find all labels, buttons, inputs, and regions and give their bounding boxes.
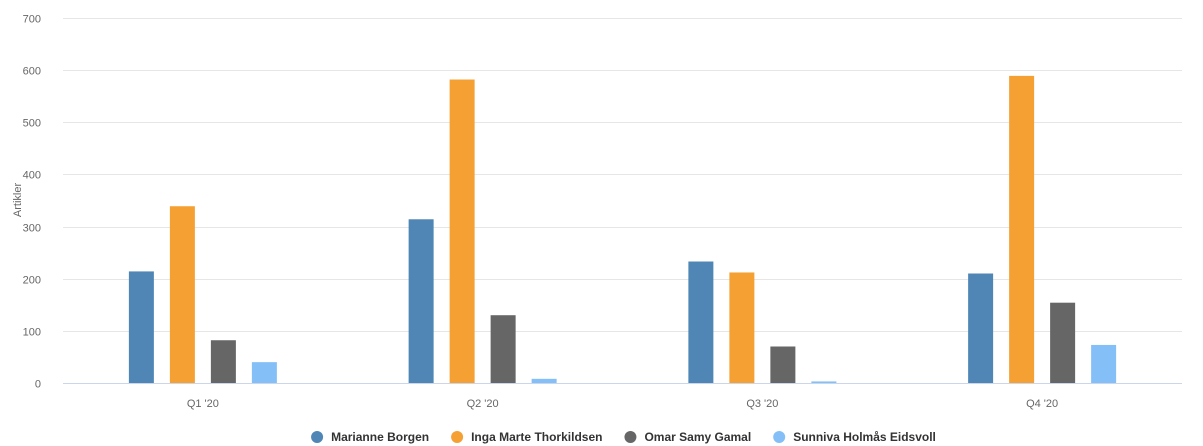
y-tick-label: 200 bbox=[23, 275, 41, 287]
x-axis-ticks: Q1 '20 Q2 '20 Q3 '20 Q4 '20 bbox=[187, 398, 1058, 410]
legend-marker bbox=[311, 431, 324, 443]
legend-label: Sunniva Holmås Eidsvoll bbox=[793, 430, 936, 444]
bar bbox=[1050, 302, 1076, 383]
legend-item[interactable]: Marianne Borgen bbox=[311, 430, 429, 444]
bar bbox=[1009, 75, 1035, 383]
y-axis-label: Artikler bbox=[12, 183, 24, 218]
legend-item[interactable]: Omar Samy Gamal bbox=[624, 430, 751, 444]
y-tick-label: 600 bbox=[23, 66, 41, 78]
legend-marker bbox=[451, 431, 464, 443]
gridlines bbox=[63, 18, 1182, 332]
legend-marker bbox=[624, 431, 637, 443]
bars bbox=[128, 75, 1117, 384]
legend-label: Inga Marte Thorkildsen bbox=[471, 430, 602, 444]
bar bbox=[688, 261, 714, 383]
y-tick-label: 500 bbox=[23, 118, 41, 130]
y-tick-label: 100 bbox=[23, 327, 41, 339]
legend-item[interactable]: Sunniva Holmås Eidsvoll bbox=[773, 430, 936, 444]
legend-label: Marianne Borgen bbox=[331, 430, 429, 444]
bar bbox=[449, 79, 475, 384]
bar bbox=[210, 340, 236, 383]
y-axis-ticks: 0 100 200 300 400 500 600 700 bbox=[23, 14, 41, 391]
bar bbox=[968, 273, 994, 383]
bar bbox=[490, 315, 516, 383]
bar bbox=[1091, 344, 1117, 383]
y-tick-label: 400 bbox=[23, 170, 41, 182]
legend: Marianne Borgen Inga Marte Thorkildsen Oma… bbox=[311, 430, 936, 444]
bar bbox=[531, 378, 557, 383]
legend-label: Omar Samy Gamal bbox=[644, 430, 751, 444]
bar bbox=[169, 206, 195, 383]
x-tick-label: Q3 '20 bbox=[746, 398, 778, 410]
y-tick-label: 700 bbox=[23, 14, 41, 26]
legend-item[interactable]: Inga Marte Thorkildsen bbox=[451, 430, 602, 444]
bar bbox=[770, 346, 796, 383]
x-tick-label: Q2 '20 bbox=[467, 398, 499, 410]
bar bbox=[729, 272, 755, 383]
x-tick-label: Q1 '20 bbox=[187, 398, 219, 410]
bar bbox=[128, 271, 154, 383]
legend-marker bbox=[773, 431, 786, 443]
bar bbox=[408, 219, 434, 383]
bar bbox=[811, 381, 837, 383]
bar bbox=[251, 362, 277, 383]
x-tick-label: Q4 '20 bbox=[1026, 398, 1058, 410]
y-tick-label: 300 bbox=[23, 223, 41, 235]
y-tick-label: 0 bbox=[35, 379, 41, 391]
